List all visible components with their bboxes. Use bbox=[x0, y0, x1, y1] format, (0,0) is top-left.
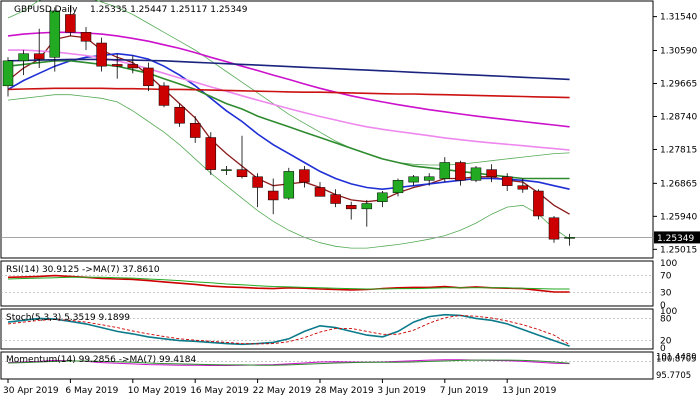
chart-ohlc-readout: 1.25335 1.25447 1.25117 1.25349 bbox=[90, 5, 248, 15]
stoch-panel-frame bbox=[0, 308, 654, 350]
date-axis-tick-label: 3 Jun 2019 bbox=[377, 386, 426, 396]
stoch-plot bbox=[1, 313, 653, 347]
bull-candle bbox=[18, 53, 29, 62]
bear-candle bbox=[65, 14, 76, 33]
price-axis-tick-label: 1.26865 bbox=[660, 179, 697, 189]
bear-candle bbox=[501, 176, 513, 186]
last-price-label: 1.25349 bbox=[657, 234, 694, 244]
date-axis-tick-label: 22 May 2019 bbox=[253, 386, 312, 396]
stoch-axis-tick-label: 80 bbox=[660, 314, 672, 324]
momentum-axis-tick-label: 95.7705 bbox=[656, 371, 691, 381]
rsi-series-line bbox=[7, 274, 570, 293]
bear-candle bbox=[252, 176, 263, 188]
chart-symbol-title: GBPUSD,Daily bbox=[14, 5, 78, 15]
bear-candle bbox=[299, 169, 310, 183]
bear-candle bbox=[486, 169, 497, 178]
rsi-axis-tick-label: 70 bbox=[660, 272, 672, 282]
date-axis-tick-label: 30 Apr 2019 bbox=[3, 386, 59, 396]
bull-candle bbox=[564, 237, 575, 239]
rsi-series-line bbox=[7, 276, 570, 290]
momentum-plot bbox=[1, 359, 653, 366]
bull-candle bbox=[470, 167, 482, 181]
date-axis-tick-label: 6 May 2019 bbox=[65, 386, 118, 396]
bull-candle bbox=[392, 180, 404, 194]
bull-candle bbox=[221, 169, 232, 171]
date-axis-tick-label: 28 May 2019 bbox=[315, 386, 374, 396]
date-axis-tick-label: 10 May 2019 bbox=[128, 386, 187, 396]
bollinger-upper-line bbox=[7, 0, 570, 166]
momentum-series-line bbox=[7, 359, 570, 366]
moving-average-line-ema_magenta bbox=[7, 31, 570, 128]
bear-candle bbox=[127, 64, 139, 69]
moving-average-line-ema_red bbox=[7, 87, 570, 99]
momentum-axis-tick-label: 101.4480 bbox=[656, 353, 697, 363]
momentum-axis-tick-label: 100.8705 bbox=[656, 355, 697, 365]
bear-candle bbox=[158, 85, 170, 106]
bull-candle bbox=[377, 192, 388, 202]
bear-candle bbox=[533, 190, 544, 217]
bull-candle bbox=[283, 171, 295, 199]
rsi-axis-tick-label: 0 bbox=[660, 301, 666, 311]
bear-candle bbox=[267, 190, 279, 201]
stoch-k-line bbox=[7, 313, 570, 347]
stoch-axis-tick-label: 0 bbox=[660, 344, 666, 354]
stoch-axis-tick-label: 100 bbox=[660, 307, 677, 317]
rsi-panel-frame bbox=[0, 260, 654, 307]
price-plot bbox=[1, 0, 653, 249]
bear-candle bbox=[330, 194, 341, 204]
date-axis-tick-label: 16 May 2019 bbox=[190, 386, 249, 396]
date-axis-tick-label: 7 Jun 2019 bbox=[440, 386, 489, 396]
price-axis-tick-label: 1.29665 bbox=[660, 79, 697, 89]
bear-candle bbox=[548, 217, 560, 240]
stoch-axis-tick-label: 20 bbox=[660, 337, 672, 347]
rsi-plot bbox=[1, 274, 653, 293]
moving-average-line-ema_navy bbox=[7, 58, 570, 81]
price-panel-frame bbox=[0, 0, 654, 259]
bear-candle bbox=[345, 205, 357, 210]
price-axis-tick-label: 1.30590 bbox=[660, 47, 697, 57]
bear-candle bbox=[111, 64, 123, 67]
rsi-title: RSI(14) 30.9125 ->MA(7) 37.8610 bbox=[6, 265, 160, 275]
moving-average-line-ema_pink bbox=[8, 49, 570, 151]
bear-candle bbox=[236, 169, 248, 178]
bear-candle bbox=[455, 162, 466, 181]
momentum-panel-frame bbox=[0, 351, 654, 380]
bull-candle bbox=[361, 203, 373, 210]
bollinger-lower-line bbox=[7, 94, 570, 249]
stoch-title: Stoch(5,3,3) 5.3519 9.1899 bbox=[6, 313, 130, 323]
bear-candle bbox=[174, 106, 185, 124]
price-axis-tick-label: 1.31540 bbox=[660, 13, 697, 23]
bear-candle bbox=[314, 187, 326, 197]
bear-candle bbox=[96, 42, 107, 67]
stoch-d-line bbox=[7, 314, 570, 346]
price-axis-tick-label: 1.25940 bbox=[660, 212, 697, 222]
bear-candle bbox=[205, 137, 217, 170]
price-axis-tick-label: 1.25015 bbox=[660, 245, 697, 255]
bear-candle bbox=[80, 32, 92, 42]
price-axis-tick-label: 1.28740 bbox=[660, 112, 697, 122]
bear-candle bbox=[33, 53, 45, 60]
momentum-title: Momentum(14) 99.2856 ->MA(7) 99.4184 bbox=[6, 355, 197, 365]
bear-candle bbox=[143, 67, 154, 87]
bear-candle bbox=[189, 123, 201, 138]
rsi-axis-tick-label: 100 bbox=[660, 259, 677, 269]
bull-candle bbox=[2, 60, 14, 87]
bull-candle bbox=[423, 176, 435, 181]
price-axis-tick-label: 1.27815 bbox=[660, 145, 697, 155]
axes: 1.31540 1.30590 1.29665 1.28740 1.27815 1.268… bbox=[3, 13, 700, 396]
last-price-badge bbox=[654, 231, 700, 244]
rsi-axis-tick-label: 30 bbox=[660, 288, 672, 298]
moving-average-line-ema_green bbox=[7, 59, 570, 180]
bull-candle bbox=[408, 176, 419, 183]
date-axis-tick-label: 13 Jun 2019 bbox=[502, 386, 556, 396]
bull-candle bbox=[439, 162, 451, 179]
bull-candle bbox=[49, 10, 61, 58]
bear-candle bbox=[517, 185, 529, 190]
